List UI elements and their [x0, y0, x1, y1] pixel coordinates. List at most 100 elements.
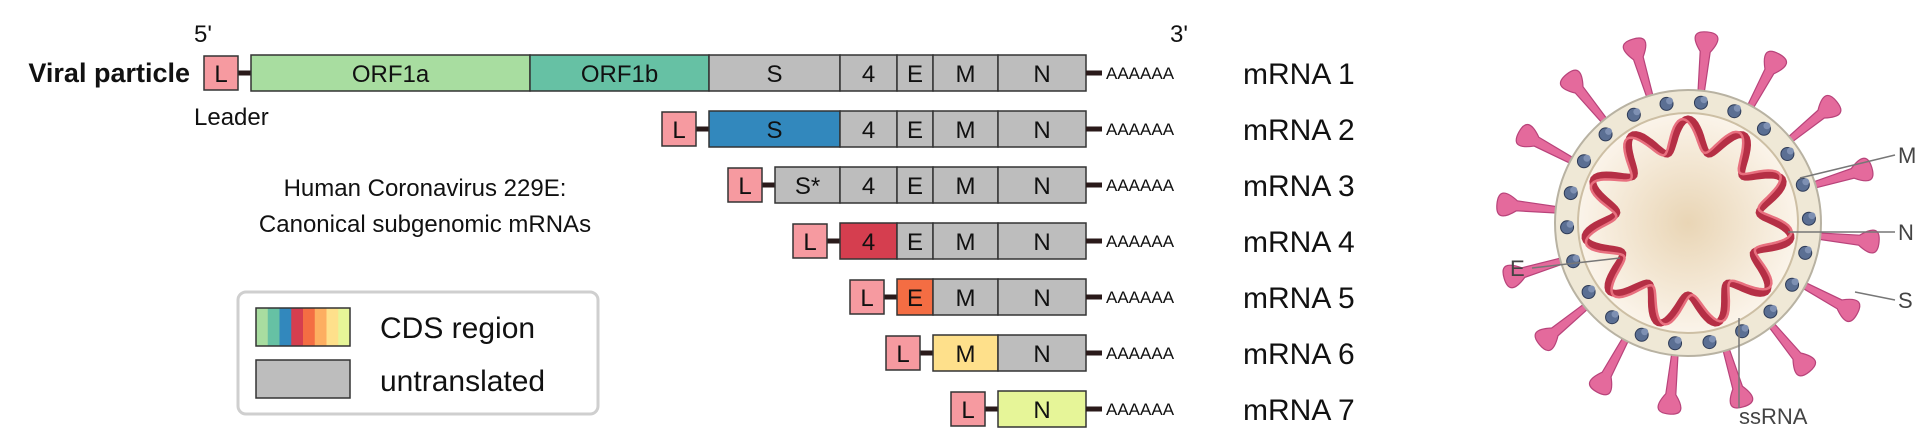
- five-prime-label: 5': [194, 21, 212, 48]
- spike-protein: [1784, 94, 1842, 146]
- segment-m: [932, 110, 999, 148]
- membrane-protein-lobe: [1733, 104, 1741, 112]
- leader-box: [950, 391, 986, 427]
- spike-protein: [1694, 31, 1719, 97]
- segment-label: ORF1a: [352, 61, 430, 88]
- virion-label-e: E: [1510, 256, 1525, 281]
- segment-label: E: [907, 61, 923, 88]
- ssrna-strand-highlight: [1584, 117, 1793, 326]
- segment-n: [997, 110, 1087, 148]
- membrane-protein-lobe: [1741, 324, 1749, 332]
- membrane-protein-lobe: [1802, 178, 1810, 186]
- leader-box-label: L: [860, 285, 873, 312]
- membrane-protein-lobe: [1786, 147, 1794, 155]
- leader-box: [661, 111, 697, 147]
- virion-illustration: M N E S ssRNA: [1496, 31, 1916, 429]
- mrna-row-4: L 4 E M N AAAAAA mRNA 4: [792, 222, 1355, 260]
- title-line-2: Canonical subgenomic mRNAs: [259, 211, 591, 238]
- mrna-name: mRNA 5: [1243, 282, 1355, 315]
- segment-label: M: [956, 341, 976, 368]
- callout-s: [1854, 291, 1896, 301]
- mrna-row-5: L E M N AAAAAA mRNA 5: [849, 278, 1355, 316]
- membrane-protein-lobe: [1763, 122, 1771, 130]
- membrane-protein-lobe: [1641, 328, 1649, 336]
- leader-box-label: L: [214, 61, 227, 88]
- membrane-protein-lobe: [1570, 186, 1578, 194]
- segment-e: [896, 166, 934, 204]
- leader-box-label: L: [803, 229, 816, 256]
- segment-4: [839, 110, 898, 148]
- mrna-name: mRNA 3: [1243, 170, 1355, 203]
- poly-a-tail: AAAAAA: [1106, 64, 1175, 83]
- legend-untranslated-label: untranslated: [380, 365, 545, 398]
- segment-m: [932, 334, 999, 372]
- segment-label: 4: [862, 117, 875, 144]
- mrna-name: mRNA 6: [1243, 338, 1355, 371]
- segment-label: 4: [862, 229, 875, 256]
- leader-box: [727, 167, 763, 203]
- spike-protein: [1559, 69, 1611, 127]
- legend-cds-label: CDS region: [380, 312, 535, 345]
- segment-orf1b: [529, 54, 710, 92]
- poly-a-tail: AAAAAA: [1106, 176, 1175, 195]
- cds-swatch-stripe: [256, 308, 269, 346]
- callout-m: [1799, 154, 1896, 179]
- cds-swatch-stripe: [314, 308, 327, 346]
- cds-swatch-stripe: [338, 308, 351, 346]
- membrane-protein-lobe: [1804, 246, 1812, 254]
- spike-protein: [1721, 343, 1754, 409]
- mrna-row-6: L M N AAAAAA mRNA 6: [885, 334, 1355, 372]
- leader-box: [849, 279, 885, 315]
- leader-box: [792, 223, 828, 259]
- membrane-protein-lobe: [1674, 336, 1682, 344]
- membrane-protein-lobe: [1708, 335, 1716, 343]
- segment-n: [997, 166, 1087, 204]
- callout-e: [1531, 257, 1621, 269]
- segment-label: M: [956, 229, 976, 256]
- ssrna-strand: [1581, 115, 1795, 327]
- virion-label-m: M: [1898, 143, 1916, 168]
- mrna-row-3: L S* 4 E M N AAAAAA mRNA 3: [727, 166, 1355, 204]
- membrane-protein-lobe: [1666, 97, 1674, 105]
- membrane-protein-lobe: [1611, 310, 1619, 318]
- segment-label: M: [956, 117, 976, 144]
- segment-label: E: [907, 285, 923, 312]
- membrane-protein-lobe: [1700, 96, 1708, 104]
- segment-4: [839, 222, 898, 260]
- leader-box-label: L: [738, 173, 751, 200]
- spike-protein: [1496, 192, 1562, 217]
- mrna-name: mRNA 2: [1243, 114, 1355, 147]
- segment-s-star: [774, 166, 841, 204]
- leader-box-label: L: [896, 341, 909, 368]
- segment-label: N: [1033, 397, 1050, 424]
- spike-protein: [1589, 333, 1631, 396]
- segment-label: E: [907, 229, 923, 256]
- membrane-protein-lobe: [1605, 127, 1613, 135]
- cds-swatch-stripe: [326, 308, 339, 346]
- poly-a-tail: AAAAAA: [1106, 288, 1175, 307]
- cds-swatch-stripe: [303, 308, 316, 346]
- cds-swatch-stripe: [291, 308, 304, 346]
- membrane-protein-lobe: [1769, 305, 1777, 313]
- cds-swatch-stripe: [279, 308, 292, 346]
- segment-label: E: [907, 117, 923, 144]
- membrane-protein-lobe: [1583, 154, 1591, 162]
- segment-label: N: [1033, 341, 1050, 368]
- membrane-protein-lobe: [1791, 278, 1799, 286]
- mrna-row-1: L ORF1a ORF1b S 4 E M N AAAAAA mRNA 1: [203, 54, 1355, 92]
- poly-a-tail: AAAAAA: [1106, 344, 1175, 363]
- segment-orf1a: [250, 54, 531, 92]
- spike-protein: [1502, 256, 1568, 289]
- viral-particle-label: Viral particle: [28, 58, 190, 88]
- membrane-protein-lobe: [1566, 220, 1574, 228]
- segment-label: M: [956, 285, 976, 312]
- membrane-protein-lobe: [1633, 108, 1641, 116]
- virion-label-n: N: [1898, 220, 1914, 245]
- segment-label: N: [1033, 285, 1050, 312]
- segment-n: [997, 390, 1087, 428]
- membrane-protein-lobe: [1808, 212, 1816, 220]
- spike-proteins: [1496, 31, 1880, 415]
- leader-box: [203, 55, 239, 91]
- leader-box-label: L: [961, 397, 974, 424]
- mrna-name: mRNA 1: [1243, 58, 1355, 91]
